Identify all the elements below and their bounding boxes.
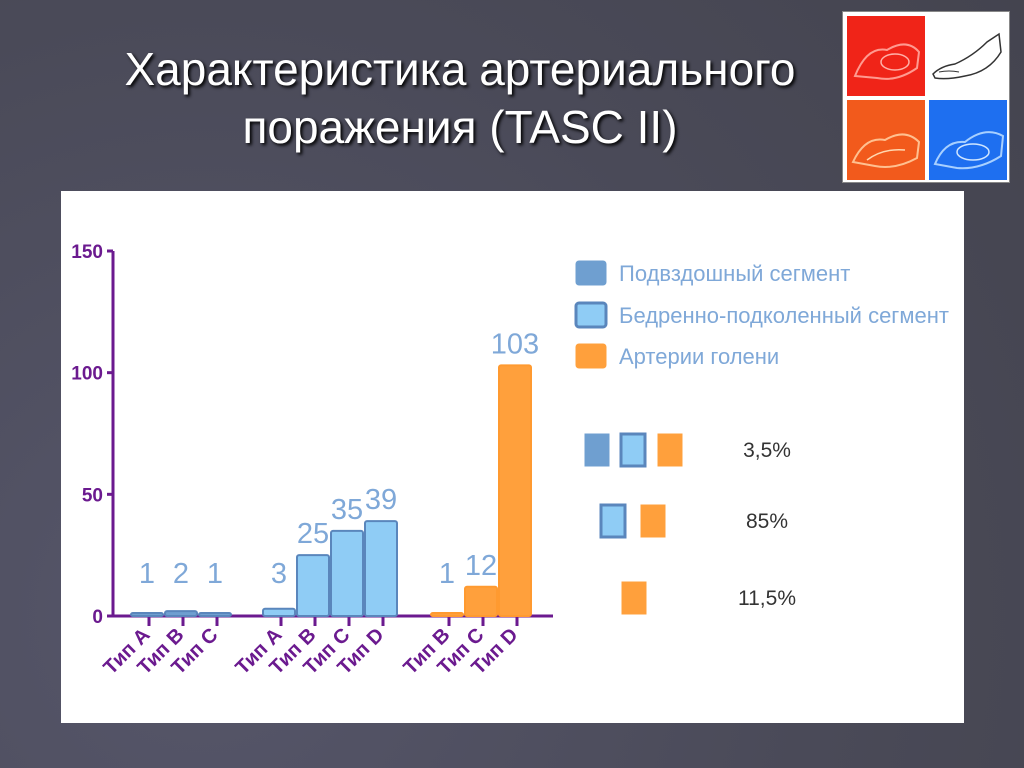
y-tick-label: 100 [71, 364, 103, 385]
legend-label: Бедренно-подколенный сегмент [619, 303, 949, 328]
legend-swatch [575, 343, 607, 369]
annotation-percent: 11,5% [738, 587, 796, 610]
annotation-swatch [640, 504, 666, 538]
chart-legend: Подвздошный сегмент Бедренно-подколенный … [574, 260, 949, 369]
legend-swatch [575, 260, 607, 286]
bar [464, 585, 498, 617]
bar-value-label: 2 [173, 558, 189, 590]
bar [262, 607, 296, 618]
logo-tile-orange [847, 100, 925, 180]
legend-label: Артерии голени [619, 344, 779, 369]
annotation-swatch [584, 433, 610, 467]
title-line-2: поражения (TASC II) [242, 101, 678, 153]
legend-label: Подвздошный сегмент [619, 261, 850, 286]
bar [198, 612, 232, 617]
annotation-swatch [599, 503, 627, 539]
chart-panel: 0 50 100 150 1 Тип A 2 Тип B 1 Тип C 3 Тип A 25 Тип … [61, 191, 964, 723]
y-tick-label: 0 [92, 607, 103, 628]
bar-value-label: 1 [207, 558, 223, 590]
logo-tile-blue [929, 100, 1007, 180]
bar [430, 612, 464, 617]
chart-annotations: 3,5% 85% 11,5% [584, 432, 796, 615]
bar-value-label: 35 [331, 494, 363, 526]
bar [330, 529, 364, 618]
bar-value-label: 12 [465, 550, 497, 582]
bar-value-label: 25 [297, 518, 329, 550]
logo-image [842, 11, 1010, 183]
bar [296, 554, 330, 617]
y-tick-label: 50 [82, 485, 103, 506]
bar-value-label: 103 [491, 328, 539, 360]
logo-tile-outline [929, 16, 1007, 96]
y-tick-label: 150 [71, 242, 103, 263]
legend-swatch [574, 301, 608, 329]
annotation-percent: 3,5% [743, 439, 791, 462]
annotation-swatch [657, 433, 683, 467]
logo-tile-red [847, 16, 925, 96]
bar [364, 520, 398, 618]
annotation-swatch [621, 581, 647, 615]
bar [130, 612, 164, 617]
bar [164, 610, 198, 617]
bar-value-label: 1 [139, 558, 155, 590]
annotation-swatch [619, 432, 647, 468]
bar-value-label: 39 [365, 484, 397, 516]
chart-bars [130, 364, 532, 618]
title-line-1: Характеристика артериального [124, 43, 796, 95]
bar-value-label: 3 [271, 558, 287, 590]
slide-title: Характеристика артериального поражения (… [60, 40, 860, 156]
bar [498, 364, 532, 617]
bar-value-label: 1 [439, 558, 455, 590]
annotation-percent: 85% [746, 510, 788, 533]
